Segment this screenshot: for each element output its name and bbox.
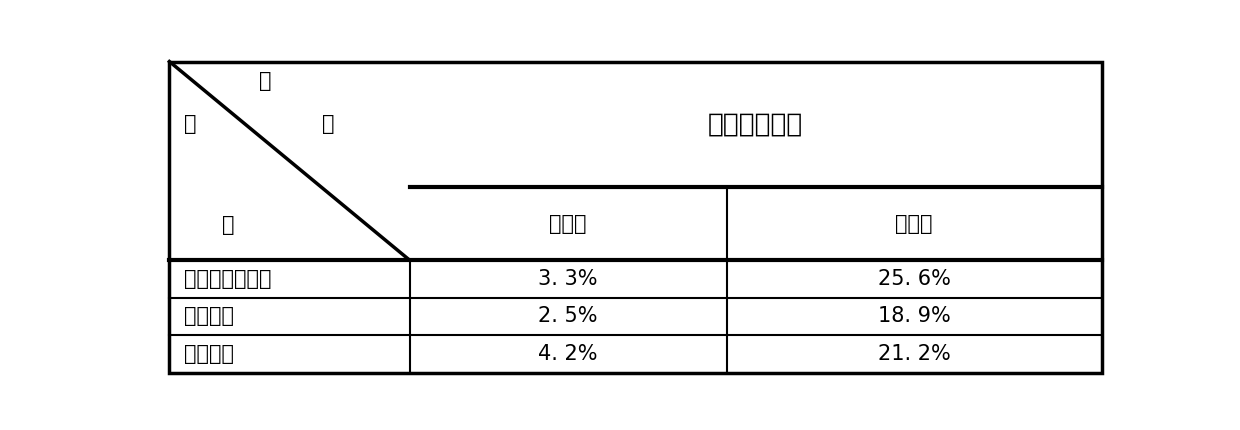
Text: 2. 5%: 2. 5% (538, 307, 598, 326)
Text: 21. 2%: 21. 2% (878, 344, 951, 364)
Text: 种: 种 (222, 215, 234, 235)
Text: 对照组: 对照组 (895, 214, 932, 234)
Text: 菌: 菌 (184, 114, 196, 135)
Text: 3. 3%: 3. 3% (538, 269, 598, 289)
Text: 菌落残留面积: 菌落残留面积 (708, 111, 804, 138)
Text: 4. 2%: 4. 2% (538, 344, 598, 364)
Text: 白喉杆菌: 白喉杆菌 (184, 344, 234, 364)
Text: 金黄色葡萄球菌: 金黄色葡萄球菌 (184, 269, 272, 289)
Text: 25. 6%: 25. 6% (878, 269, 951, 289)
Text: 实验组: 实验组 (549, 214, 587, 234)
Text: 果: 果 (321, 114, 335, 135)
Text: 18. 9%: 18. 9% (878, 307, 951, 326)
Text: 绿脆杆菌: 绿脆杆菌 (184, 307, 234, 326)
Text: 结: 结 (259, 71, 272, 92)
